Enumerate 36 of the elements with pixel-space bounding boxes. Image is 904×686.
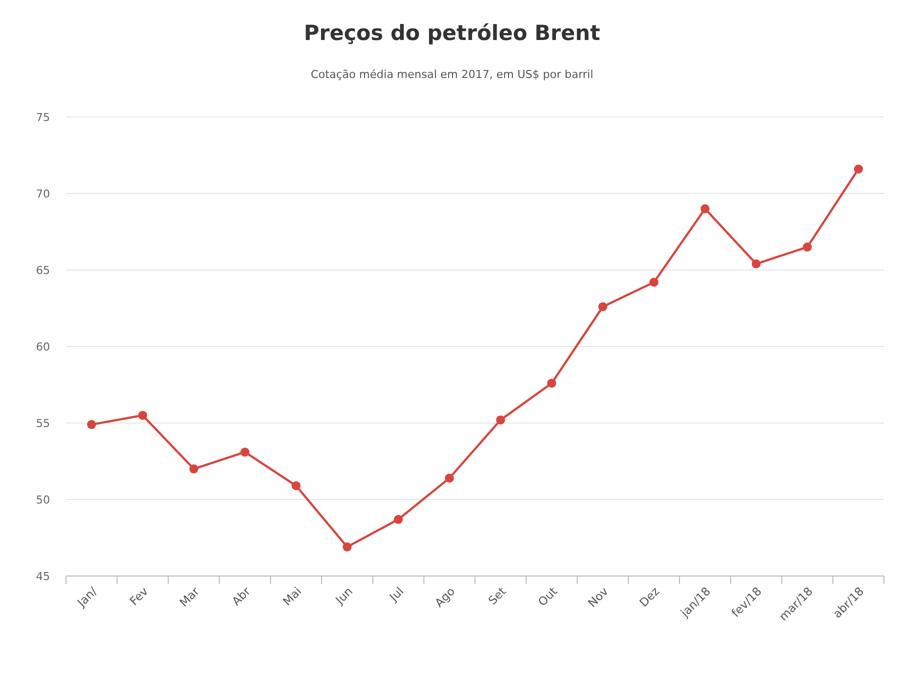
y-tick-label: 50: [36, 493, 50, 506]
point: [87, 420, 96, 430]
x-tick-label: Jul: [386, 584, 406, 605]
y-tick-label: 60: [36, 340, 50, 354]
y-tick-label: 45: [36, 570, 50, 583]
x-tick-label: Mar: [176, 584, 202, 610]
point: [802, 242, 812, 252]
point: [292, 481, 301, 490]
x-tick-label: Set: [485, 584, 510, 608]
y-tick-label: 75: [36, 110, 50, 124]
point: [854, 164, 863, 174]
point: [700, 204, 710, 214]
x-tick-label: Out: [535, 584, 560, 609]
x-tick-label: Mai: [280, 584, 304, 608]
x-tick-label: Fev: [126, 584, 151, 608]
x-tick-label: Abr: [229, 584, 254, 608]
point: [189, 464, 198, 474]
x-tick-label: Nov: [585, 584, 612, 610]
point: [240, 448, 250, 457]
y-tick-label: 55: [36, 416, 50, 430]
y-tick-label: 70: [36, 187, 50, 200]
point: [752, 259, 761, 268]
point: [394, 514, 403, 524]
x-tick-label: Jun: [332, 584, 356, 608]
point: [496, 415, 506, 424]
point: [598, 302, 608, 312]
x-tick-label: Ago: [432, 584, 458, 610]
chart-subtitle: Cotação média mensal em 2017, em US$ por barril: [310, 68, 594, 81]
point: [649, 278, 658, 287]
y-tick-label: 65: [36, 264, 50, 277]
point: [547, 378, 556, 388]
x-tick-label: Dez: [636, 584, 662, 610]
chart-title: Preços do petróleo Brent: [304, 21, 600, 45]
point: [342, 542, 352, 552]
point: [444, 474, 454, 483]
point: [138, 410, 148, 420]
